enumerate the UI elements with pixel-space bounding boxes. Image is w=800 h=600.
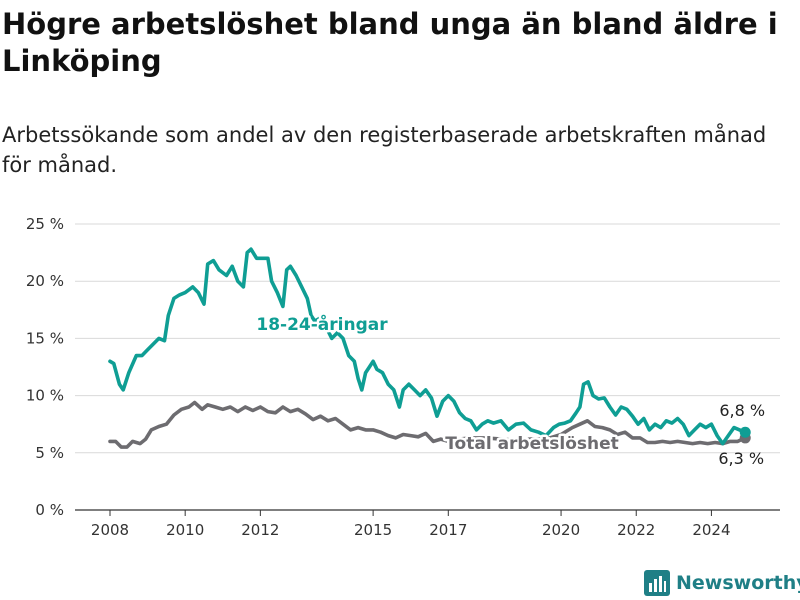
grid-lines bbox=[75, 223, 780, 511]
newsworthy-logo-icon bbox=[644, 570, 670, 596]
y-axis-tick-labels: 0 % 5 % 10 % 15 % 20 % 25 % bbox=[26, 215, 64, 519]
x-tick-label: 2022 bbox=[617, 521, 655, 539]
brand-name: Newsworthy bbox=[676, 572, 800, 594]
x-axis: 2008 2010 2012 2015 2017 2020 2022 2024 bbox=[91, 510, 731, 539]
y-tick-label: 15 % bbox=[26, 329, 64, 347]
x-tick-label: 2008 bbox=[91, 521, 129, 539]
series-line-youth bbox=[108, 247, 747, 446]
y-tick-label: 0 % bbox=[35, 501, 64, 519]
y-tick-label: 25 % bbox=[26, 215, 64, 233]
y-tick-label: 10 % bbox=[26, 387, 64, 405]
brand-logo: Newsworthy bbox=[644, 568, 800, 598]
series-line-total bbox=[108, 400, 747, 449]
series-label-total: Total arbetslöshet bbox=[445, 434, 619, 454]
chart-title: Högre arbetslöshet bland unga än bland ä… bbox=[2, 7, 778, 78]
x-tick-label: 2010 bbox=[166, 521, 204, 539]
series-labels: 18-24-åringar Total arbetslöshet 6,8 % 6,3 … bbox=[254, 311, 765, 468]
x-tick-label: 2020 bbox=[542, 521, 580, 539]
series-lines bbox=[108, 247, 751, 449]
end-label-total: 6,3 % bbox=[718, 449, 764, 468]
y-tick-label: 5 % bbox=[35, 444, 64, 462]
end-label-youth: 6,8 % bbox=[719, 401, 765, 420]
x-tick-label: 2015 bbox=[354, 521, 392, 539]
end-point-youth bbox=[739, 426, 751, 438]
series-label-youth: 18-24-åringar bbox=[256, 313, 388, 335]
y-tick-label: 20 % bbox=[26, 272, 64, 290]
chart-subtitle: Arbetssökande som andel av den registerb… bbox=[2, 123, 767, 177]
line-chart: 0 %5 %10 %15 %20 %25 % 2008 2010 2012 2015 2… bbox=[26, 215, 780, 539]
x-tick-label: 2017 bbox=[429, 521, 467, 539]
x-tick-label: 2024 bbox=[692, 521, 730, 539]
x-tick-label: 2012 bbox=[241, 521, 279, 539]
